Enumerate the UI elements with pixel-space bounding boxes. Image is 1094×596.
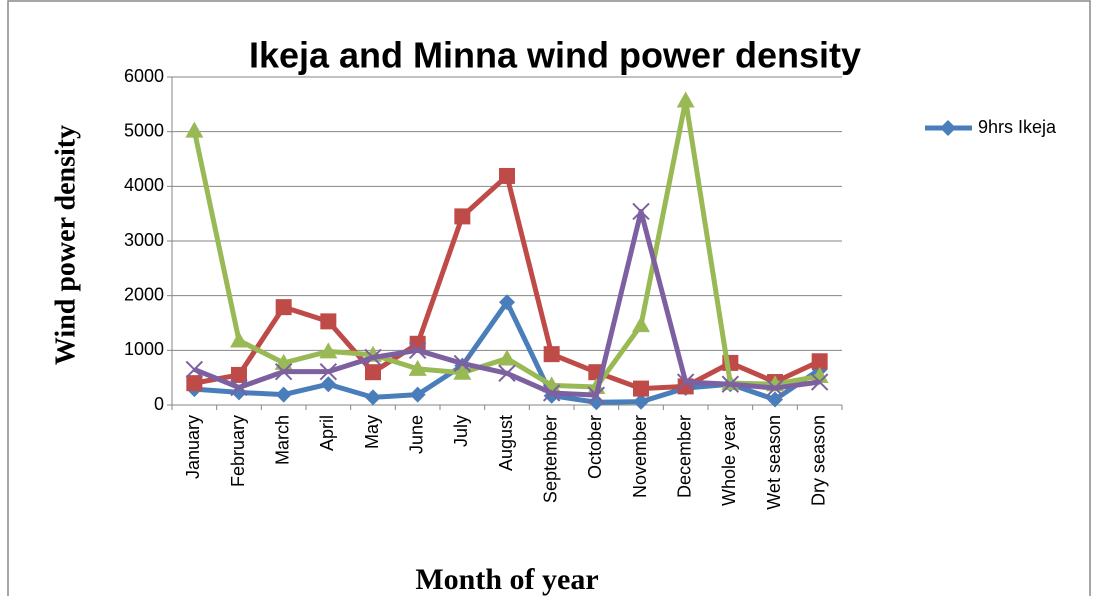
- marker: [365, 389, 381, 406]
- marker: [676, 91, 695, 108]
- legend-marker: [940, 120, 956, 136]
- y-tick-label: 4000: [124, 175, 164, 195]
- x-tick-label: September: [540, 415, 560, 503]
- marker: [453, 354, 472, 373]
- x-tick-label: November: [630, 415, 650, 498]
- x-tick-label: Whole year: [719, 415, 739, 506]
- marker: [275, 299, 292, 316]
- marker: [498, 364, 516, 383]
- marker: [542, 384, 561, 402]
- x-tick-label: June: [406, 415, 426, 454]
- marker: [721, 375, 740, 393]
- x-tick-label: July: [451, 415, 471, 447]
- marker: [408, 341, 427, 360]
- marker: [230, 378, 248, 397]
- marker: [499, 167, 515, 184]
- marker: [408, 359, 427, 376]
- x-tick-label: December: [674, 415, 694, 498]
- x-axis-title: Month of year: [415, 563, 598, 596]
- marker: [274, 362, 293, 381]
- y-tick-label: 2000: [124, 284, 164, 304]
- x-tick-label: Wet season: [764, 415, 784, 510]
- marker: [453, 363, 472, 380]
- marker: [543, 346, 560, 363]
- x-tick-label: Dry season: [808, 415, 828, 506]
- marker: [454, 208, 471, 225]
- y-tick-label: 6000: [124, 66, 164, 86]
- y-tick-label: 5000: [124, 120, 164, 140]
- x-tick-label: May: [362, 415, 382, 449]
- marker: [810, 367, 829, 384]
- x-tick-label: March: [272, 415, 292, 465]
- marker: [319, 342, 338, 359]
- marker: [275, 386, 292, 403]
- y-tick-label: 0: [154, 394, 164, 414]
- x-tick-label: April: [317, 415, 337, 451]
- marker: [811, 353, 828, 370]
- marker: [364, 348, 382, 367]
- marker: [230, 331, 248, 348]
- marker: [320, 313, 337, 330]
- marker: [632, 202, 650, 221]
- marker: [231, 366, 247, 383]
- marker: [633, 380, 649, 397]
- marker: [767, 391, 783, 408]
- marker: [633, 393, 649, 410]
- marker: [632, 316, 650, 333]
- marker: [185, 360, 204, 379]
- chart-frame: [7, 0, 1091, 596]
- marker: [365, 364, 381, 381]
- marker: [319, 362, 338, 381]
- marker: [587, 386, 606, 404]
- x-tick-label: January: [183, 415, 203, 479]
- marker: [186, 375, 203, 392]
- marker: [766, 379, 784, 397]
- y-tick-label: 3000: [124, 230, 164, 250]
- marker: [676, 373, 695, 391]
- marker: [499, 294, 515, 311]
- x-tick-label: February: [228, 415, 248, 487]
- legend-label: 9hrs Ikeja: [978, 117, 1057, 137]
- marker: [498, 349, 516, 366]
- marker: [185, 121, 204, 138]
- x-tick-label: August: [496, 415, 516, 471]
- marker: [320, 376, 337, 393]
- y-axis-title: Wind power density: [50, 125, 81, 365]
- x-tick-label: October: [585, 415, 605, 479]
- marker: [810, 373, 829, 391]
- marker: [409, 335, 426, 352]
- chart-title: Ikeja and Minna wind power density: [249, 35, 861, 76]
- marker: [409, 386, 426, 403]
- y-tick-label: 1000: [124, 339, 164, 359]
